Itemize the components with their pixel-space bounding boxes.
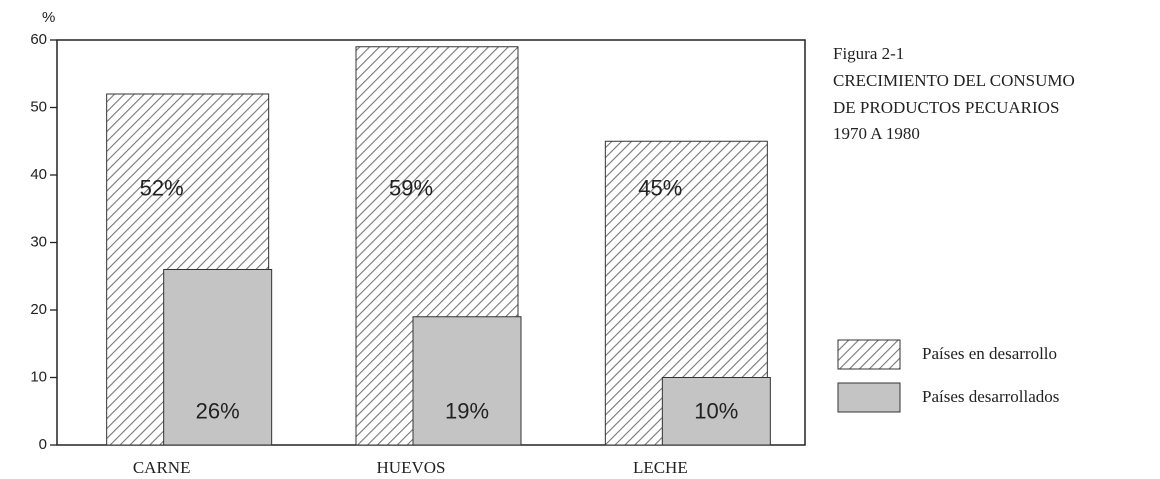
- legend-swatch: [837, 382, 901, 413]
- legend-label: Países desarrollados: [922, 387, 1059, 406]
- y-tick-label: 0: [39, 436, 47, 453]
- bar: [412, 316, 522, 446]
- value-label: 52%: [140, 176, 184, 201]
- legend-swatch: [837, 339, 901, 370]
- value-label: 10%: [694, 398, 738, 423]
- x-tick-label: HUEVOS: [377, 458, 446, 477]
- y-tick-label: 20: [30, 301, 47, 318]
- chart-subtitle: DE PRODUCTOS PECUARIOS: [833, 98, 1059, 117]
- value-label: 26%: [196, 398, 240, 423]
- chart-title: Figura 2-1: [833, 44, 904, 63]
- chart-subtitle: 1970 A 1980: [833, 124, 920, 143]
- x-tick-label: CARNE: [133, 458, 191, 477]
- legend-label: Países en desarrollo: [922, 344, 1057, 363]
- value-label: 59%: [389, 176, 433, 201]
- y-tick-label: 50: [30, 98, 47, 115]
- chart-subtitle: CRECIMIENTO DEL CONSUMO: [833, 71, 1075, 90]
- y-tick-label: 60: [30, 31, 47, 48]
- bar: [661, 377, 771, 446]
- y-axis-label: %: [42, 9, 55, 26]
- bar: [163, 269, 273, 446]
- y-tick-label: 10: [30, 368, 47, 385]
- x-tick-label: LECHE: [633, 458, 688, 477]
- value-label: 45%: [638, 176, 682, 201]
- value-label: 19%: [445, 398, 489, 423]
- y-tick-label: 40: [30, 166, 47, 183]
- y-tick-label: 30: [30, 233, 47, 250]
